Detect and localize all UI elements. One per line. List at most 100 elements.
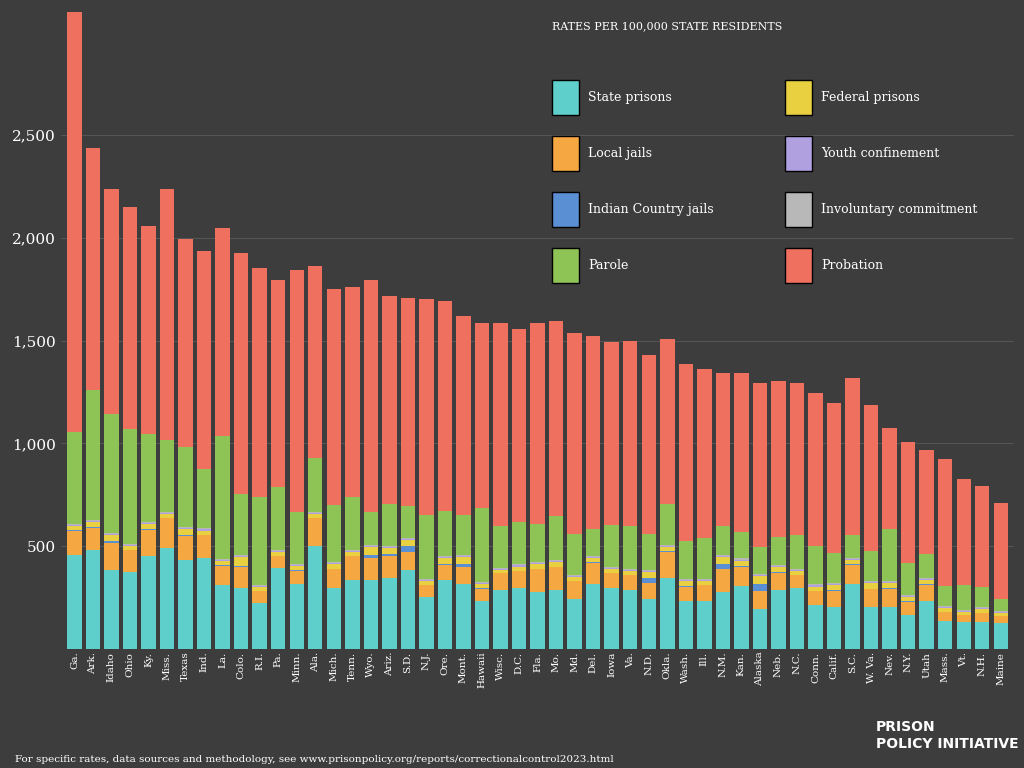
Bar [604,343,618,525]
Bar [771,381,785,537]
Bar [123,429,137,544]
Bar [178,529,193,535]
FancyBboxPatch shape [785,80,812,115]
Bar [494,323,508,526]
Bar [642,355,656,534]
Bar [382,554,396,557]
Text: PRISON
POLICY INITIATIVE: PRISON POLICY INITIATIVE [876,720,1018,751]
Bar [975,486,989,587]
Bar [253,585,267,586]
Bar [567,576,582,577]
Bar [716,555,730,557]
Bar [790,575,804,588]
Bar [68,525,82,526]
Bar [345,552,359,556]
Bar [457,555,471,557]
Bar [567,598,582,649]
Bar [734,560,749,561]
Bar [975,587,989,607]
Bar [233,253,249,494]
Bar [734,561,749,566]
Bar [178,240,193,447]
Bar [400,539,415,540]
Bar [271,568,286,649]
Bar [308,458,323,512]
Bar [327,564,341,568]
Bar [586,529,600,556]
Bar [901,615,915,649]
Bar [679,581,693,586]
Bar [382,296,396,504]
Bar [160,518,174,548]
Bar [400,546,415,552]
Bar [382,547,396,548]
Bar [920,580,934,584]
Bar [141,522,156,523]
Bar [68,432,82,524]
Bar [790,568,804,570]
Bar [549,591,563,649]
Bar [753,382,767,547]
Bar [920,601,934,649]
Bar [419,515,433,579]
Bar [475,584,489,588]
Bar [567,333,582,534]
Bar [512,564,526,565]
Bar [271,551,286,552]
Bar [993,624,1008,649]
Bar [253,586,267,587]
Bar [197,251,211,468]
Bar [290,566,304,570]
Bar [233,557,249,558]
Bar [753,575,767,576]
Bar [753,584,767,591]
Text: Youth confinement: Youth confinement [821,147,940,161]
Bar [716,373,730,525]
Bar [271,550,286,551]
Bar [549,562,563,567]
Bar [790,588,804,649]
Bar [697,579,712,580]
Bar [956,612,971,615]
Bar [901,601,915,615]
Bar [160,440,174,511]
Bar [920,579,934,580]
Bar [86,550,100,649]
Bar [345,551,359,552]
Bar [197,535,211,558]
Bar [364,512,378,545]
Bar [956,611,971,612]
Bar [604,568,618,573]
Bar [308,266,323,458]
Bar [475,582,489,583]
Bar [68,555,82,649]
Bar [215,561,229,565]
Bar [494,568,508,570]
Bar [790,383,804,535]
Bar [178,560,193,649]
Bar [457,316,471,515]
Bar [104,533,119,534]
Bar [457,557,471,558]
Bar [901,564,915,595]
Bar [400,298,415,506]
Bar [642,598,656,649]
Bar [679,579,693,580]
Bar [586,336,600,529]
Bar [642,583,656,598]
Bar [141,523,156,524]
Bar [123,550,137,572]
Bar [883,588,897,589]
Bar [457,558,471,564]
Bar [716,569,730,592]
Bar [920,449,934,554]
Bar [437,564,453,580]
Bar [86,528,100,550]
Bar [864,607,879,649]
Bar [697,538,712,579]
Bar [697,581,712,585]
Bar [215,228,229,436]
Bar [290,512,304,564]
Bar [623,526,638,568]
Bar [975,609,989,613]
